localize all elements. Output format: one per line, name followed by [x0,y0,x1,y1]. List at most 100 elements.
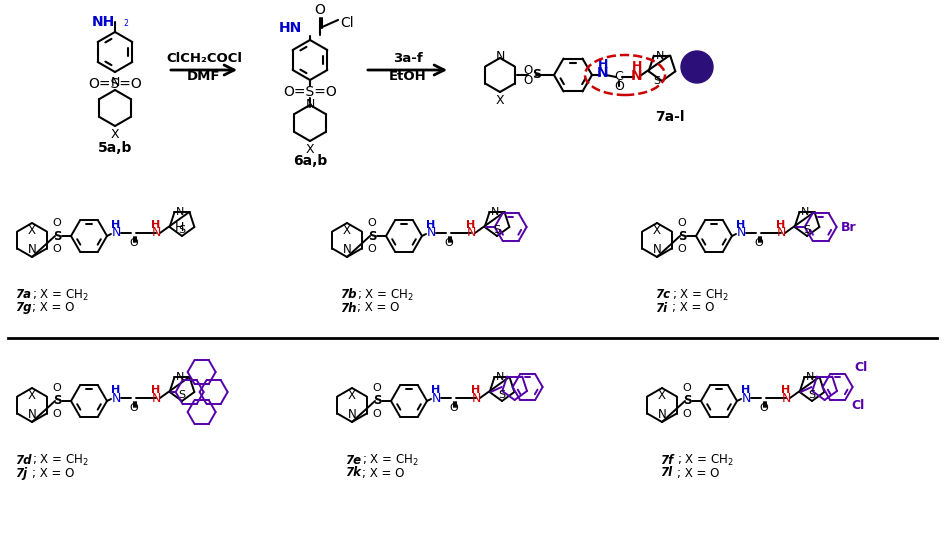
Text: O: O [53,244,61,254]
Text: S: S [807,390,815,400]
Text: 7a-l: 7a-l [654,110,684,124]
Text: N: N [111,226,121,239]
Text: 7c: 7c [654,288,669,301]
Text: S: S [372,394,380,407]
Text: N: N [805,373,814,382]
Text: N: N [655,51,664,61]
Text: S: S [802,225,810,235]
Text: N: N [177,207,184,218]
Text: ; X = CH$_2$: ; X = CH$_2$ [362,453,418,467]
Text: N: N [652,243,661,256]
Text: S: S [493,225,500,235]
Text: ; X = CH$_2$: ; X = CH$_2$ [676,453,733,467]
Text: N: N [465,226,475,239]
Text: N: N [801,207,809,218]
Text: H: H [175,220,184,233]
Text: H: H [466,220,475,230]
Text: DMF: DMF [187,70,221,83]
Text: HN: HN [278,21,302,35]
Text: O: O [682,383,691,393]
Text: H: H [632,60,642,73]
Text: 7d: 7d [15,454,31,467]
Text: ; X = O: ; X = O [32,301,75,314]
Text: O: O [367,244,376,254]
Text: N: N [27,408,36,421]
Text: O: O [523,73,532,86]
Text: H: H [426,220,435,230]
Text: EtOH: EtOH [389,70,427,83]
Text: 7e: 7e [345,454,361,467]
Text: N: N [110,76,120,89]
Text: N: N [781,392,790,405]
Text: X: X [28,389,36,402]
Text: C: C [614,71,623,83]
Text: H: H [471,385,480,395]
Text: O=S=O: O=S=O [283,85,336,99]
Text: H: H [430,385,440,395]
Text: H: H [111,385,121,395]
Text: N: N [305,97,314,110]
Text: O: O [449,403,458,413]
Text: O=S=O: O=S=O [88,77,142,91]
Text: NH: NH [92,15,115,29]
Text: N: N [27,243,36,256]
Text: ; X = CH$_2$: ; X = CH$_2$ [671,287,728,302]
Text: O: O [367,218,376,228]
Text: N: N [735,226,745,239]
Text: X: X [343,224,350,237]
Text: O: O [445,238,453,248]
Text: X: X [496,94,504,107]
Text: N: N [151,392,160,405]
Text: ; X = O: ; X = O [671,301,714,314]
Text: 7k: 7k [345,467,361,479]
Text: O: O [372,383,381,393]
Text: 7l: 7l [659,467,671,479]
Text: ; X = CH$_2$: ; X = CH$_2$ [357,287,413,302]
Text: ; X = CH$_2$: ; X = CH$_2$ [32,453,89,467]
Text: X: X [657,389,666,402]
Text: O: O [677,244,685,254]
Text: N: N [430,392,440,405]
Text: 7i: 7i [654,301,666,314]
Text: S: S [677,230,685,243]
Text: 5a,b: 5a,b [98,141,132,155]
Text: $_2$: $_2$ [123,18,129,30]
Text: O: O [614,81,623,94]
Text: Cl: Cl [853,361,867,374]
Text: N: N [496,373,504,382]
Text: N: N [597,66,608,80]
Text: N: N [491,207,499,218]
Text: N: N [740,392,750,405]
Text: H: H [151,220,160,230]
Text: O: O [53,383,61,393]
Text: N: N [177,373,184,382]
Text: 7a: 7a [15,288,31,301]
Text: X: X [652,224,660,237]
Text: X: X [28,224,36,237]
Text: N: N [495,51,504,64]
Text: O: O [759,403,767,413]
Text: ; X = CH$_2$: ; X = CH$_2$ [32,287,89,302]
Text: N: N [111,392,121,405]
Text: S: S [53,394,61,407]
Text: X: X [305,143,314,156]
Text: N: N [657,408,666,421]
Text: 7g: 7g [15,301,31,314]
Text: O: O [129,238,138,248]
Text: H: H [781,385,790,395]
Text: ; X = O: ; X = O [362,467,404,479]
Text: S: S [178,225,185,235]
Text: O: O [754,238,763,248]
Text: X: X [347,389,356,402]
Text: Cl: Cl [851,399,864,411]
Text: N: N [631,69,642,83]
Text: O: O [314,3,325,17]
Text: Cl: Cl [340,16,353,30]
Text: H: H [741,385,750,395]
Text: X: X [110,128,119,141]
Text: N: N [471,392,480,405]
Text: S: S [682,394,690,407]
Text: H: H [776,220,784,230]
Text: H: H [151,385,160,395]
Text: S: S [178,390,185,400]
